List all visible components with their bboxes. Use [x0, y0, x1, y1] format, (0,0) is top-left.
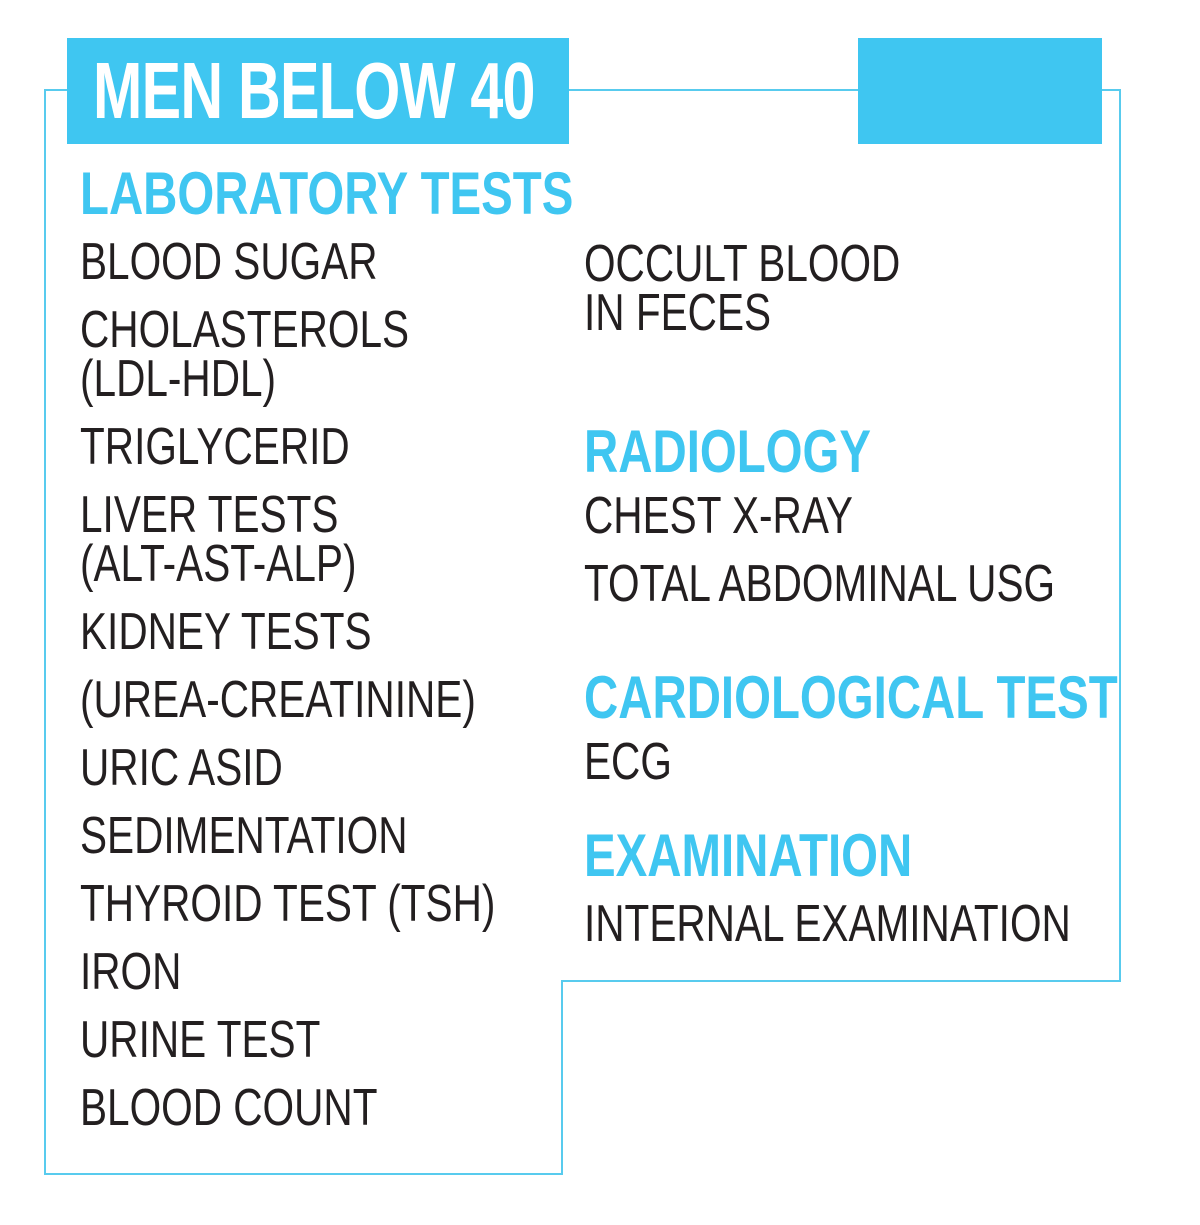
list-item-blood-count: BLOOD COUNT	[80, 1079, 378, 1137]
list-item-triglycerid: TRIGLYCERID	[80, 418, 350, 476]
list-item-total-abdominal-usg: TOTAL ABDOMINAL USG	[584, 555, 1056, 613]
list-item-urine-test: URINE TEST	[80, 1011, 321, 1069]
list-item-sedimentation: SEDIMENTATION	[80, 807, 408, 865]
section-heading-examination: EXAMINATION	[584, 822, 913, 889]
list-item-internal-examination: INTERNAL EXAMINATION	[584, 895, 1071, 953]
page-title: MEN BELOW 40	[93, 46, 535, 135]
accent-block	[858, 38, 1102, 144]
section-heading-cardiological-test: CARDIOLOGICAL TEST	[584, 664, 1118, 731]
list-item-urea-creatinine: (UREA-CREATININE)	[80, 671, 476, 729]
list-item-liver-tests: LIVER TESTS (ALT-AST-ALP)	[80, 486, 357, 593]
title-banner: MEN BELOW 40	[67, 38, 569, 144]
radiology-section: RADIOLOGY CHEST X-RAY TOTAL ABDOMINAL US…	[584, 418, 1188, 613]
list-item-chest-x-ray: CHEST X-RAY	[584, 487, 853, 545]
list-item-thyroid-test: THYROID TEST (TSH)	[80, 875, 496, 933]
cardiology-section: CARDIOLOGICAL TEST ECG	[584, 664, 1200, 791]
section-heading-laboratory-tests: LABORATORY TESTS	[80, 160, 574, 227]
section-heading-radiology: RADIOLOGY	[584, 418, 872, 485]
list-item-uric-asid: URIC ASID	[80, 739, 283, 797]
examination-section: EXAMINATION INTERNAL EXAMINATION	[584, 822, 1200, 953]
list-item-blood-sugar: BLOOD SUGAR	[80, 233, 378, 291]
list-item-iron: IRON	[80, 943, 182, 1001]
laboratory-tests-section: LABORATORY TESTS BLOOD SUGAR CHOLASTEROL…	[80, 160, 574, 1137]
list-item-occult-blood: OCCULT BLOOD IN FECES	[584, 235, 901, 342]
list-item-ecg: ECG	[584, 733, 672, 791]
right-column: OCCULT BLOOD IN FECES RADIOLOGY CHEST X-…	[584, 235, 1144, 950]
list-item-kidney-tests: KIDNEY TESTS	[80, 603, 372, 661]
list-item-cholasterols: CHOLASTEROLS (LDL-HDL)	[80, 301, 410, 408]
